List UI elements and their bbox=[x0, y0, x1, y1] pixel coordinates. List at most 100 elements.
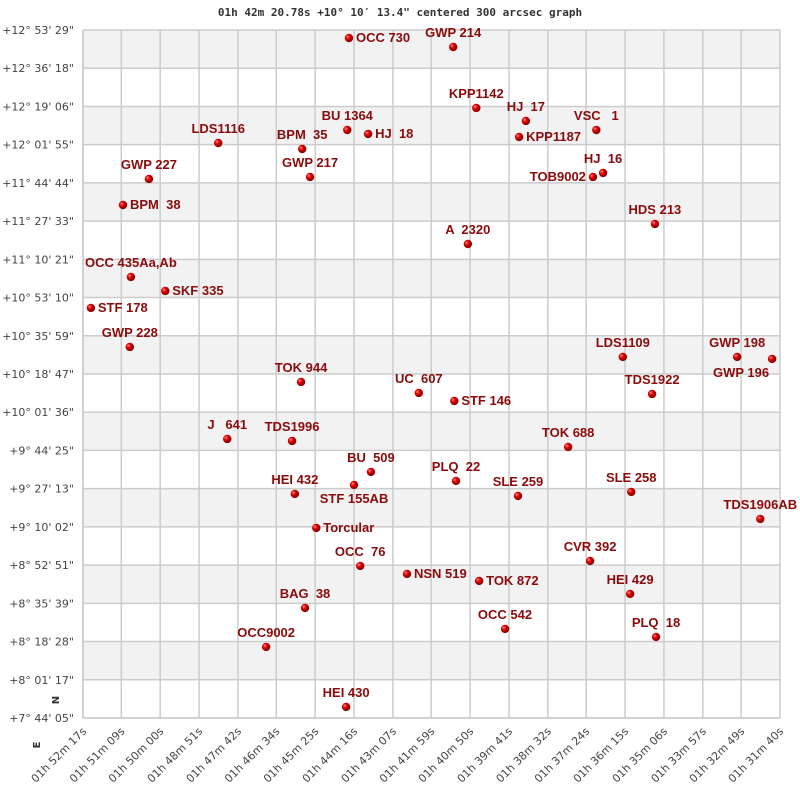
star-marker[interactable] bbox=[300, 603, 310, 613]
star-marker[interactable] bbox=[513, 491, 523, 501]
star-marker[interactable] bbox=[592, 125, 601, 135]
star-point[interactable]: CVR 392 bbox=[564, 539, 617, 566]
star-marker[interactable] bbox=[563, 442, 573, 452]
star-marker[interactable] bbox=[585, 556, 595, 566]
star-point[interactable]: HEI 429 bbox=[607, 572, 654, 599]
star-point[interactable]: HJ 16 bbox=[584, 151, 622, 178]
star-marker[interactable] bbox=[500, 624, 510, 634]
star-point[interactable]: TDS1906AB bbox=[723, 497, 797, 524]
star-marker[interactable] bbox=[296, 377, 306, 387]
star-marker[interactable] bbox=[341, 702, 351, 712]
star-marker[interactable] bbox=[366, 467, 376, 477]
star-marker[interactable] bbox=[312, 523, 321, 533]
star-marker[interactable] bbox=[125, 342, 134, 352]
star-point[interactable]: SLE 258 bbox=[606, 470, 657, 497]
star-marker[interactable] bbox=[414, 388, 424, 398]
star-point[interactable]: TDS1996 bbox=[265, 419, 320, 446]
star-point[interactable]: GWP 198 bbox=[709, 335, 765, 362]
star-marker[interactable] bbox=[625, 589, 635, 599]
star-marker[interactable] bbox=[86, 303, 96, 313]
star-marker[interactable] bbox=[356, 561, 365, 571]
star-point[interactable]: GWP 214 bbox=[425, 25, 482, 52]
star-marker[interactable] bbox=[343, 125, 352, 135]
star-marker[interactable] bbox=[448, 42, 458, 52]
star-point[interactable]: HJ 18 bbox=[363, 126, 414, 141]
star-marker[interactable] bbox=[261, 642, 271, 652]
star-marker[interactable] bbox=[363, 129, 373, 139]
star-point[interactable]: SLE 259 bbox=[493, 474, 544, 501]
star-point[interactable]: OCC 76 bbox=[335, 544, 386, 571]
star-point[interactable]: BPM 35 bbox=[277, 127, 328, 154]
star-marker[interactable] bbox=[451, 476, 461, 486]
star-marker[interactable] bbox=[290, 489, 300, 499]
star-label: A 2320 bbox=[445, 222, 490, 237]
star-point[interactable]: LDS1109 bbox=[596, 335, 650, 362]
star-point[interactable]: UC 607 bbox=[395, 371, 443, 398]
star-point[interactable]: OCC 435Aa,Ab bbox=[85, 255, 177, 282]
star-marker[interactable] bbox=[305, 172, 315, 182]
star-point[interactable]: HDS 213 bbox=[629, 202, 682, 229]
star-point[interactable]: TDS1922 bbox=[625, 372, 680, 399]
y-tick-label: +10° 01' 36" bbox=[2, 406, 74, 419]
star-point[interactable]: HEI 430 bbox=[323, 685, 370, 712]
star-marker[interactable] bbox=[514, 132, 524, 142]
star-marker[interactable] bbox=[647, 389, 657, 399]
star-marker[interactable] bbox=[287, 436, 297, 446]
star-point[interactable]: KPP1142 bbox=[449, 86, 504, 113]
star-point[interactable]: Torcular bbox=[312, 520, 374, 535]
star-marker[interactable] bbox=[118, 200, 128, 210]
star-point[interactable]: GWP 217 bbox=[282, 155, 338, 182]
star-marker[interactable] bbox=[588, 172, 598, 182]
star-point[interactable]: BAG 38 bbox=[280, 586, 331, 613]
star-marker[interactable] bbox=[472, 103, 481, 113]
star-point[interactable]: J 641 bbox=[207, 417, 247, 444]
star-point[interactable]: PLQ 18 bbox=[632, 615, 680, 642]
star-point[interactable]: OCC9002 bbox=[237, 625, 295, 652]
star-marker[interactable] bbox=[402, 569, 412, 579]
star-marker[interactable] bbox=[126, 272, 136, 282]
star-point[interactable]: TOK 688 bbox=[542, 425, 595, 452]
star-point[interactable]: KPP1187 bbox=[514, 129, 581, 144]
star-marker[interactable] bbox=[450, 396, 459, 406]
star-marker[interactable] bbox=[521, 116, 531, 126]
star-point[interactable]: PLQ 22 bbox=[432, 459, 480, 486]
star-point[interactable]: STF 146 bbox=[450, 393, 511, 408]
star-point[interactable]: TOB9002 bbox=[530, 169, 598, 184]
star-point[interactable]: VSC 1 bbox=[574, 108, 619, 135]
star-point[interactable]: BU 509 bbox=[347, 450, 395, 477]
star-marker[interactable] bbox=[223, 434, 232, 444]
star-point[interactable]: HEI 432 bbox=[271, 472, 318, 499]
star-marker[interactable] bbox=[767, 354, 777, 364]
star-marker[interactable] bbox=[474, 576, 484, 586]
star-marker[interactable] bbox=[598, 168, 608, 178]
star-point[interactable]: TOK 872 bbox=[474, 573, 539, 588]
star-point[interactable]: GWP 227 bbox=[121, 157, 177, 184]
star-point[interactable]: STF 155AB bbox=[320, 480, 389, 506]
star-point[interactable]: TOK 944 bbox=[275, 360, 328, 387]
star-marker[interactable] bbox=[650, 219, 660, 229]
star-marker[interactable] bbox=[627, 487, 636, 497]
star-point[interactable]: OCC 730 bbox=[344, 30, 410, 45]
star-point[interactable]: BU 1364 bbox=[322, 108, 374, 135]
star-marker[interactable] bbox=[344, 33, 354, 43]
star-marker[interactable] bbox=[756, 514, 765, 524]
star-point[interactable]: SKF 335 bbox=[161, 283, 224, 298]
star-marker[interactable] bbox=[161, 286, 170, 296]
star-point[interactable]: A 2320 bbox=[445, 222, 490, 249]
star-point[interactable]: STF 178 bbox=[86, 300, 148, 315]
star-point[interactable]: HJ 17 bbox=[507, 99, 545, 126]
star-marker[interactable] bbox=[297, 144, 307, 154]
star-point[interactable]: NSN 519 bbox=[402, 566, 467, 581]
star-marker[interactable] bbox=[214, 138, 223, 148]
star-point[interactable]: BPM 38 bbox=[118, 197, 181, 212]
star-point[interactable]: GWP 228 bbox=[102, 325, 158, 352]
star-point[interactable]: OCC 542 bbox=[478, 607, 532, 634]
star-point[interactable]: GWP 196 bbox=[713, 354, 777, 380]
star-marker[interactable] bbox=[732, 352, 742, 362]
star-marker[interactable] bbox=[651, 632, 661, 642]
star-marker[interactable] bbox=[349, 480, 359, 490]
star-marker[interactable] bbox=[618, 352, 627, 362]
star-point[interactable]: LDS1116 bbox=[191, 121, 245, 148]
star-marker[interactable] bbox=[144, 174, 154, 184]
star-marker[interactable] bbox=[463, 239, 473, 249]
